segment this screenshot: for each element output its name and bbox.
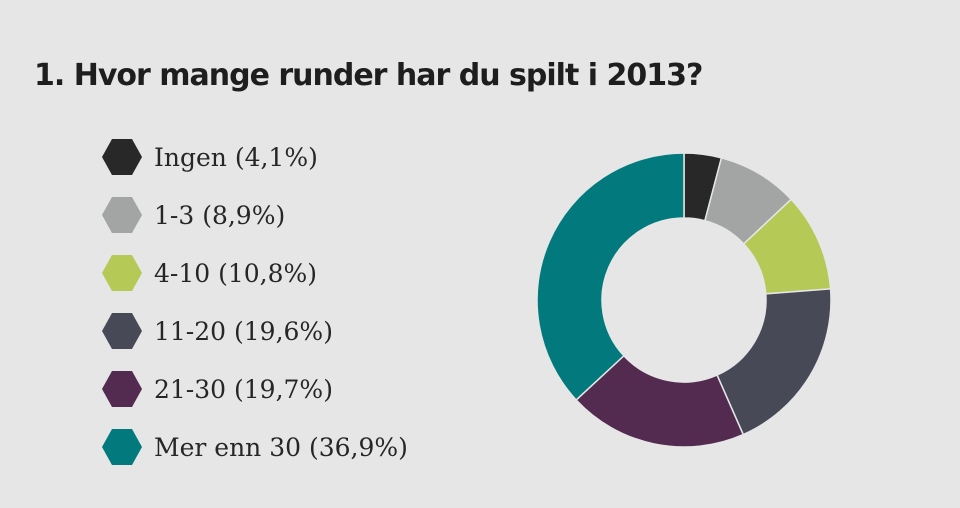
legend-label-4-10: 4-10 (10,8%) [154,258,318,288]
legend-swatch-ingen [102,139,142,175]
donut-chart [536,152,832,448]
donut-slice-mer-enn-30 [536,152,685,402]
legend-swatch-4-10 [102,255,142,291]
legend: Ingen (4,1%) 1-3 (8,9%) 4-10 (10,8%) 11-… [102,128,408,476]
legend-item-ingen: Ingen (4,1%) [102,128,408,186]
legend-item-11-20: 11-20 (19,6%) [102,302,408,360]
legend-label-ingen: Ingen (4,1%) [154,142,318,172]
legend-item-mer-enn-30: Mer enn 30 (36,9%) [102,418,408,476]
legend-label-11-20: 11-20 (19,6%) [154,316,333,346]
donut-slice-21-30 [575,354,745,448]
legend-item-21-30: 21-30 (19,7%) [102,360,408,418]
legend-item-1-3: 1-3 (8,9%) [102,186,408,244]
legend-label-21-30: 21-30 (19,7%) [154,374,333,404]
legend-swatch-11-20 [102,313,142,349]
chart-title: 1. Hvor mange runder har du spilt i 2013… [34,58,703,93]
legend-swatch-mer-enn-30 [102,429,142,465]
legend-item-4-10: 4-10 (10,8%) [102,244,408,302]
legend-label-1-3: 1-3 (8,9%) [154,200,286,230]
legend-swatch-1-3 [102,197,142,233]
legend-label-mer-enn-30: Mer enn 30 (36,9%) [154,432,408,462]
legend-swatch-21-30 [102,371,142,407]
